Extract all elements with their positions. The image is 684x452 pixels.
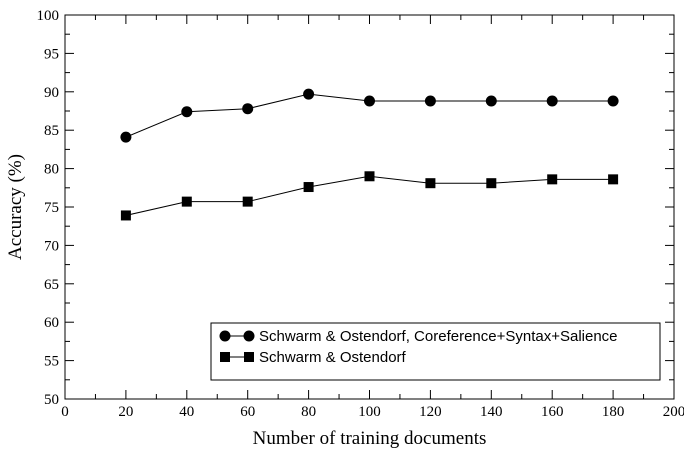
y-tick-label: 95 xyxy=(44,46,59,62)
x-tick-label: 200 xyxy=(663,404,684,420)
x-tick-label: 80 xyxy=(301,404,316,420)
y-tick-label: 65 xyxy=(44,277,59,293)
data-point-1 xyxy=(364,95,375,107)
x-tick-label: 20 xyxy=(118,404,133,420)
data-point-1 xyxy=(242,103,254,115)
x-tick-label: 140 xyxy=(480,404,503,420)
legend-marker xyxy=(219,330,231,342)
y-axis: 50 55 60 65 70 75 80 85 90 95 100 xyxy=(37,8,674,408)
legend-label: Schwarm & Ostendorf xyxy=(259,349,407,366)
series-layer xyxy=(120,88,619,221)
data-point-1 xyxy=(546,95,558,107)
x-tick-label: 120 xyxy=(419,404,442,420)
x-axis-title: Number of training documents xyxy=(253,428,487,449)
x-axis: 0 20 40 60 80 100 120 140 160 180 200 xyxy=(61,15,684,420)
y-tick-label: 70 xyxy=(44,238,59,254)
x-tick-label: 180 xyxy=(602,404,625,420)
y-tick-label: 80 xyxy=(44,162,59,178)
y-axis-title: Accuracy (%) xyxy=(5,154,26,260)
data-point-2 xyxy=(303,182,314,193)
legend-box xyxy=(210,322,661,381)
data-point-1 xyxy=(303,88,315,100)
series-line-2 xyxy=(125,175,614,216)
data-point-2 xyxy=(608,174,619,185)
x-tick-label: 40 xyxy=(179,404,194,420)
legend: Schwarm & Ostendorf, Coreference+Syntax+… xyxy=(210,322,661,381)
data-point-2 xyxy=(425,178,436,189)
x-tick-label: 0 xyxy=(61,404,69,420)
data-point-2 xyxy=(486,178,497,189)
data-point-1 xyxy=(181,106,193,118)
y-tick-label: 100 xyxy=(37,8,60,24)
y-tick-label: 50 xyxy=(44,392,59,408)
x-tick-label: 100 xyxy=(358,404,381,420)
x-tick-label: 160 xyxy=(541,404,564,420)
data-point-1 xyxy=(120,131,132,143)
data-point-2 xyxy=(547,174,558,185)
legend-marker xyxy=(243,330,255,342)
y-tick-label: 90 xyxy=(44,85,59,101)
y-tick-label: 85 xyxy=(44,123,59,139)
data-point-2 xyxy=(364,171,375,182)
legend-marker xyxy=(244,352,254,362)
x-tick-label: 60 xyxy=(240,404,255,420)
y-tick-label: 55 xyxy=(44,354,59,370)
y-tick-label: 60 xyxy=(44,315,59,331)
data-point-2 xyxy=(181,196,192,207)
legend-marker xyxy=(220,352,230,362)
legend-label: Schwarm & Ostendorf, Coreference+Syntax+… xyxy=(259,328,618,345)
y-tick-label: 75 xyxy=(44,200,59,216)
data-point-1 xyxy=(424,95,436,107)
data-point-2 xyxy=(242,196,253,207)
data-point-1 xyxy=(607,95,619,107)
data-point-1 xyxy=(485,95,497,107)
data-point-2 xyxy=(120,210,131,221)
